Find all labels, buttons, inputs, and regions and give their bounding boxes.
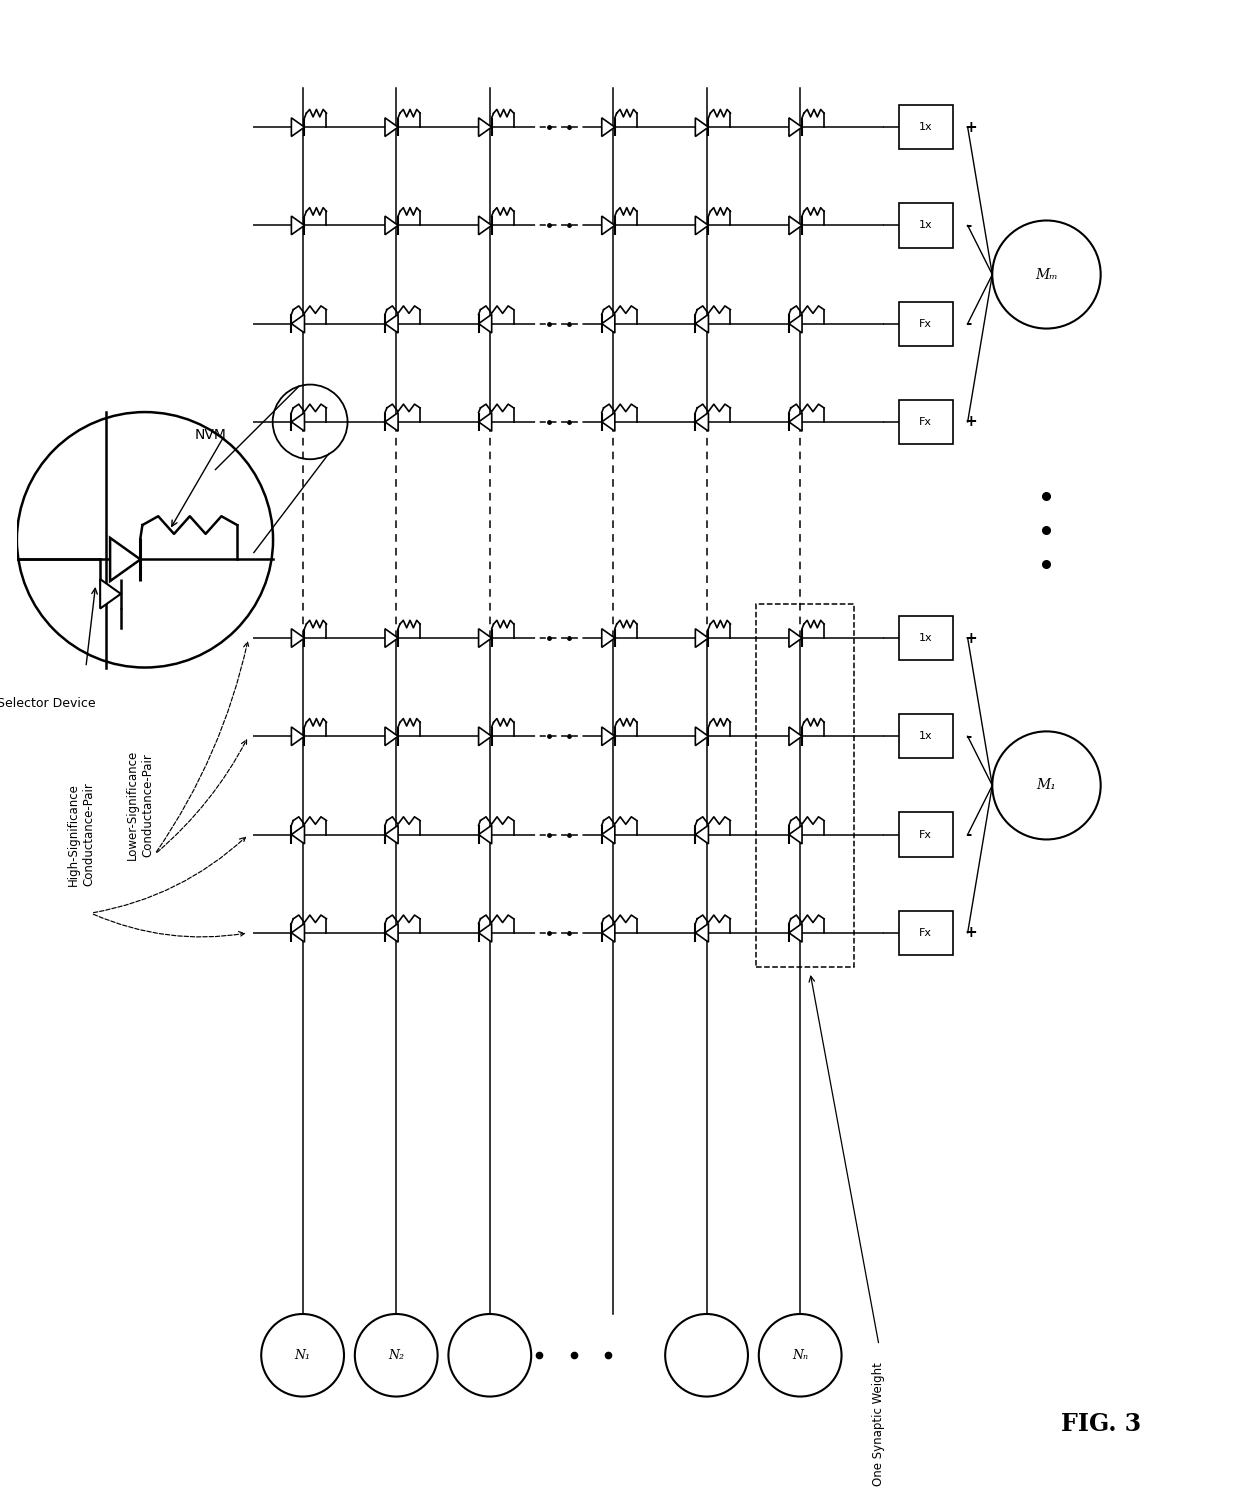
- Text: NVM: NVM: [195, 427, 226, 442]
- Polygon shape: [789, 412, 802, 431]
- Text: N₂: N₂: [388, 1348, 404, 1362]
- Polygon shape: [789, 727, 802, 746]
- Polygon shape: [696, 727, 708, 746]
- Polygon shape: [601, 629, 615, 647]
- Polygon shape: [696, 118, 708, 136]
- Text: M₁: M₁: [1037, 779, 1056, 792]
- Polygon shape: [479, 315, 492, 333]
- Polygon shape: [601, 315, 615, 333]
- Circle shape: [262, 1314, 343, 1396]
- Polygon shape: [384, 216, 398, 235]
- Polygon shape: [696, 923, 708, 942]
- Polygon shape: [384, 629, 398, 647]
- Text: Nₙ: Nₙ: [792, 1348, 808, 1362]
- Polygon shape: [479, 825, 492, 843]
- Polygon shape: [789, 315, 802, 333]
- FancyBboxPatch shape: [899, 911, 952, 954]
- Text: +: +: [965, 120, 977, 135]
- Polygon shape: [696, 629, 708, 647]
- Polygon shape: [601, 412, 615, 431]
- Polygon shape: [384, 825, 398, 843]
- Text: High-Significance
Conductance-Pair: High-Significance Conductance-Pair: [67, 782, 95, 887]
- Polygon shape: [110, 538, 140, 581]
- FancyBboxPatch shape: [899, 400, 952, 443]
- Polygon shape: [291, 412, 305, 431]
- Circle shape: [992, 731, 1101, 839]
- Polygon shape: [291, 923, 305, 942]
- Text: One Synaptic Weight: One Synaptic Weight: [873, 1362, 885, 1486]
- Polygon shape: [479, 727, 492, 746]
- Polygon shape: [291, 118, 305, 136]
- Text: Selector Device: Selector Device: [0, 697, 95, 710]
- Circle shape: [355, 1314, 438, 1396]
- Text: 1x: 1x: [919, 731, 932, 742]
- Circle shape: [992, 220, 1101, 328]
- Polygon shape: [789, 216, 802, 235]
- Text: +: +: [965, 926, 977, 941]
- Polygon shape: [384, 315, 398, 333]
- Polygon shape: [384, 118, 398, 136]
- Text: -: -: [965, 730, 971, 745]
- Polygon shape: [789, 118, 802, 136]
- Text: Lower-Significance
Conductance-Pair: Lower-Significance Conductance-Pair: [126, 750, 154, 860]
- Polygon shape: [696, 315, 708, 333]
- Bar: [756, 604, 854, 968]
- Text: -: -: [965, 316, 971, 331]
- Text: Fx: Fx: [919, 927, 932, 938]
- Text: N₁: N₁: [295, 1348, 310, 1362]
- Polygon shape: [100, 580, 120, 608]
- Text: FIG. 3: FIG. 3: [1060, 1413, 1141, 1437]
- Text: 1x: 1x: [919, 634, 932, 643]
- Polygon shape: [291, 629, 305, 647]
- Polygon shape: [384, 727, 398, 746]
- Polygon shape: [696, 412, 708, 431]
- Polygon shape: [291, 825, 305, 843]
- FancyBboxPatch shape: [899, 715, 952, 758]
- Polygon shape: [291, 315, 305, 333]
- Polygon shape: [601, 923, 615, 942]
- Polygon shape: [789, 923, 802, 942]
- Polygon shape: [384, 412, 398, 431]
- Polygon shape: [789, 629, 802, 647]
- FancyBboxPatch shape: [899, 105, 952, 150]
- Polygon shape: [696, 825, 708, 843]
- Circle shape: [759, 1314, 842, 1396]
- Polygon shape: [479, 216, 492, 235]
- Polygon shape: [601, 216, 615, 235]
- FancyBboxPatch shape: [899, 301, 952, 346]
- Polygon shape: [479, 412, 492, 431]
- Polygon shape: [601, 118, 615, 136]
- Text: -: -: [965, 217, 971, 232]
- Polygon shape: [479, 629, 492, 647]
- Text: 1x: 1x: [919, 220, 932, 231]
- Polygon shape: [291, 216, 305, 235]
- Polygon shape: [384, 923, 398, 942]
- Text: Fx: Fx: [919, 416, 932, 427]
- Text: +: +: [965, 631, 977, 646]
- Text: Fx: Fx: [919, 830, 932, 839]
- Circle shape: [665, 1314, 748, 1396]
- Polygon shape: [696, 216, 708, 235]
- FancyBboxPatch shape: [899, 812, 952, 857]
- Text: 1x: 1x: [919, 123, 932, 132]
- Text: Fx: Fx: [919, 319, 932, 328]
- Text: -: -: [965, 827, 971, 842]
- Circle shape: [17, 412, 273, 668]
- Text: Mₘ: Mₘ: [1035, 268, 1058, 282]
- Circle shape: [449, 1314, 531, 1396]
- Polygon shape: [789, 825, 802, 843]
- FancyBboxPatch shape: [899, 204, 952, 247]
- Polygon shape: [479, 118, 492, 136]
- Polygon shape: [601, 727, 615, 746]
- Text: +: +: [965, 415, 977, 430]
- Polygon shape: [291, 727, 305, 746]
- FancyBboxPatch shape: [899, 616, 952, 661]
- Polygon shape: [479, 923, 492, 942]
- Polygon shape: [601, 825, 615, 843]
